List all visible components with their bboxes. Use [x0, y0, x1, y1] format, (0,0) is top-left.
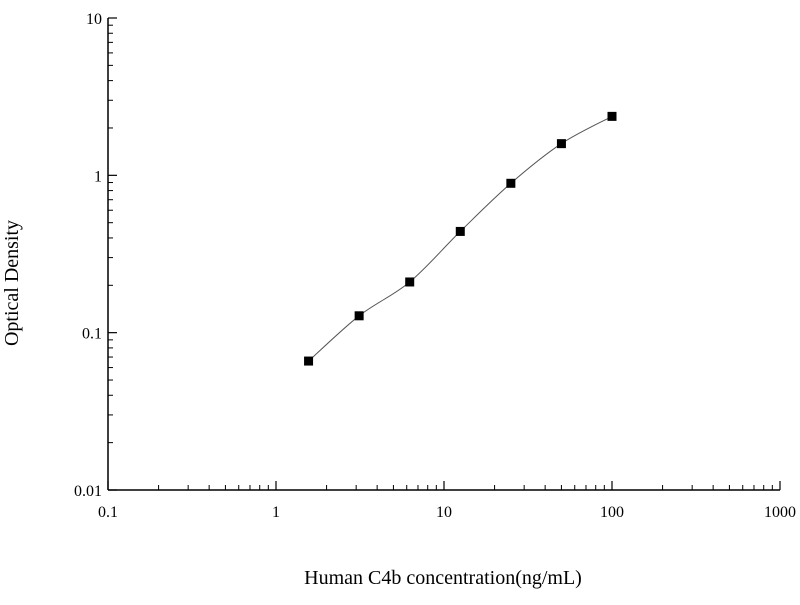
y-axis-label: Optical Density — [1, 220, 23, 346]
y-tick-label: 10 — [86, 11, 102, 28]
axes: 0.1 1 10 100 1000 0.01 0.1 1 10 — [74, 11, 796, 521]
fit-curve — [308, 115, 613, 362]
data-point — [304, 356, 314, 366]
x-tick-label: 10 — [436, 504, 452, 521]
data-point — [607, 111, 617, 121]
y-tick-label: 1 — [94, 168, 102, 185]
y-tick-label: 0.1 — [82, 326, 102, 343]
x-tick-label: 1000 — [764, 504, 796, 521]
data-point — [556, 139, 566, 149]
x-tick-label: 0.1 — [98, 504, 118, 521]
data-point — [354, 311, 364, 321]
x-tick-label: 1 — [272, 504, 280, 521]
x-axis-label: Human C4b concentration(ng/mL) — [304, 567, 582, 589]
data-point — [506, 178, 516, 188]
data-point — [405, 277, 415, 287]
fit-curve-group — [308, 115, 613, 362]
x-tick-label: 100 — [600, 504, 624, 521]
data-points — [304, 111, 617, 366]
data-point — [455, 226, 465, 236]
y-tick-label: 0.01 — [74, 483, 102, 500]
